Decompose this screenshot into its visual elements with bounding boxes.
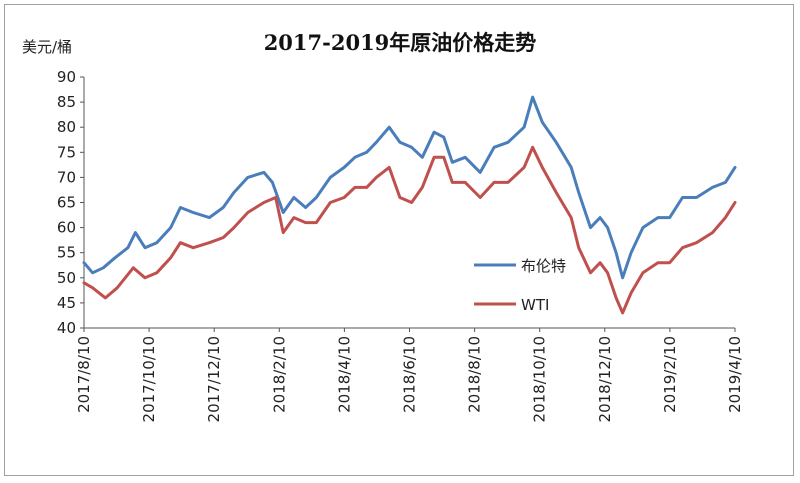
chart-frame [4,4,794,476]
y-tick-label: 80 [57,118,76,136]
y-axis-unit-label: 美元/桶 [22,38,72,56]
series-layer [82,95,737,315]
x-tick-label: 2018/6/10 [401,336,419,413]
y-tick-label: 40 [57,319,76,337]
x-tick-label: 2018/2/10 [270,336,288,413]
x-tick-label: 2019/2/10 [661,336,679,413]
y-tick-label: 90 [57,68,76,86]
y-tick-label: 70 [57,168,76,186]
x-tick-label: 2018/12/10 [596,336,614,422]
axes: 40 45 50 55 60 65 70 75 80 85 90 2017/8/10 2017/10/1… [57,68,744,422]
y-tick-label: 45 [57,294,76,312]
legend-label: 布伦特 [521,257,566,275]
x-tick-label: 2018/8/10 [466,336,484,413]
y-tick-label: 50 [57,269,76,287]
x-tick-label: 2017/10/10 [140,336,158,422]
y-tick-label: 85 [57,93,76,111]
y-tick-label: 60 [57,219,76,237]
series-line-brent [82,95,737,280]
series-line-wti [82,145,737,315]
y-tick-label: 55 [57,244,76,262]
x-tick-label: 2017/12/10 [205,336,223,422]
legend-label: WTI [521,296,549,314]
y-tick-label: 75 [57,143,76,161]
x-tick-label: 2018/4/10 [335,336,353,413]
x-tick-label: 2017/8/10 [75,336,93,413]
legend: 布伦特 WTI [474,257,566,314]
chart-title: 2017-2019年原油价格走势 [264,30,537,55]
x-tick-label: 2018/10/10 [531,336,549,422]
y-tick-label: 65 [57,194,76,212]
x-tick-label: 2019/4/10 [726,336,744,413]
